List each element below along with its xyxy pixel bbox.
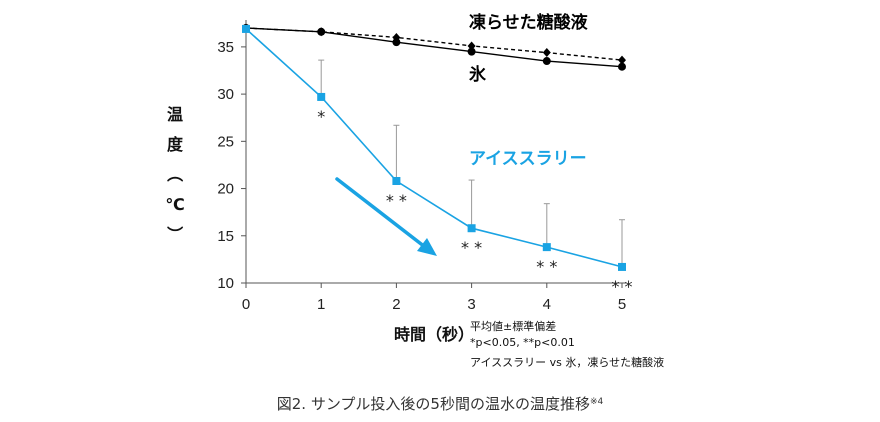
point-marker: [317, 92, 326, 101]
y-axis-title-char: ℃: [165, 195, 184, 214]
series-label: 凍らせた糖酸液: [469, 12, 588, 33]
x-tick-label: 0: [242, 296, 250, 313]
y-tick-label: 35: [217, 39, 234, 56]
series-markers: [242, 23, 626, 271]
caption-reference: ※4: [589, 397, 604, 407]
significance-mark: *: [317, 107, 325, 126]
point-marker: [242, 24, 250, 33]
y-axis-title-char: 度: [167, 135, 184, 154]
x-tick-label: 3: [467, 296, 475, 313]
y-tick-label: 25: [217, 133, 234, 150]
y-axis-title-char: 温: [166, 105, 183, 124]
point-marker: [542, 57, 551, 66]
series-line: [245, 27, 623, 68]
point-marker: [392, 177, 401, 185]
x-tick-label: 4: [543, 296, 551, 313]
trend-arrow-head: [417, 238, 437, 256]
y-axis-title-char: ）: [165, 226, 184, 242]
significance-mark: * *: [536, 257, 557, 276]
figure-caption: 図2. サンプル投入後の5秒間の温水の温度推移※4: [0, 393, 880, 414]
point-marker: [618, 62, 626, 71]
y-tick-label: 10: [217, 275, 234, 292]
series-label: 氷: [469, 64, 487, 85]
point-marker: [618, 262, 626, 271]
point-marker: [392, 38, 401, 47]
significance-mark: * *: [461, 238, 482, 257]
axes: 10 15 20 25 30 35 0 1 2 3 4 5 時間（秒） 温度 （ ℃ ）: [165, 20, 626, 344]
point-marker: [542, 48, 551, 58]
note-significance: *p<0.05, **p<0.01: [470, 336, 575, 349]
trend-arrow-shaft: [335, 177, 427, 249]
error-bars: [318, 59, 625, 267]
note-comparison: アイススラリー vs 氷，凍らせた糖酸液: [470, 356, 665, 369]
point-marker: [467, 224, 476, 233]
y-tick-label: 15: [217, 228, 234, 245]
note-mean-sd: 平均値±標準偏差: [470, 320, 557, 333]
point-marker: [317, 27, 326, 36]
y-axis-title-char: （: [165, 166, 184, 182]
y-tick-label: 20: [217, 181, 234, 198]
series-line: [245, 28, 623, 268]
x-tick-label: 5: [618, 296, 626, 313]
significance-mark: * *: [611, 277, 632, 296]
x-axis-title: 時間（秒）: [394, 325, 474, 344]
y-tick-label: 30: [217, 86, 234, 103]
point-marker: [542, 243, 551, 252]
series-label: アイススラリー: [469, 149, 587, 169]
point-marker: [618, 55, 626, 65]
trend-arrow: [335, 177, 437, 256]
x-tick-label: 1: [317, 296, 325, 313]
significance-marks: * * * * * * * * *: [317, 107, 632, 296]
significance-mark: * *: [386, 191, 407, 210]
point-marker: [467, 47, 476, 56]
caption-text: 図2. サンプル投入後の5秒間の温水の温度推移: [276, 395, 590, 413]
x-tick-label: 2: [392, 296, 400, 313]
series-lines: [245, 27, 623, 268]
